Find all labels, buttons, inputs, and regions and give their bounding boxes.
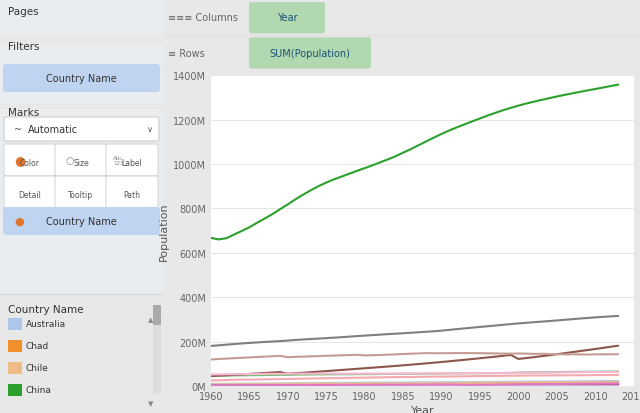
Text: Automatic: Automatic xyxy=(28,125,78,135)
Text: Detail: Detail xyxy=(19,190,42,199)
Bar xyxy=(8,384,22,396)
Bar xyxy=(8,340,22,352)
Text: Australia: Australia xyxy=(26,320,66,329)
FancyBboxPatch shape xyxy=(4,118,159,142)
Text: ≡ Rows: ≡ Rows xyxy=(168,49,205,59)
Text: ●: ● xyxy=(14,216,24,226)
Text: Path: Path xyxy=(124,190,141,199)
Text: ●: ● xyxy=(14,154,25,167)
Text: ○: ○ xyxy=(65,156,74,166)
Bar xyxy=(0,0,163,38)
FancyBboxPatch shape xyxy=(153,313,161,394)
Text: Pages: Pages xyxy=(8,7,38,17)
FancyBboxPatch shape xyxy=(249,3,325,34)
Bar xyxy=(0,45,163,105)
Text: China: China xyxy=(26,386,52,394)
Text: Chad: Chad xyxy=(26,342,49,351)
Text: Label: Label xyxy=(122,159,142,168)
Text: Chile: Chile xyxy=(26,363,49,373)
Text: ▼: ▼ xyxy=(148,400,154,406)
Bar xyxy=(0,110,163,294)
FancyBboxPatch shape xyxy=(4,145,56,177)
FancyBboxPatch shape xyxy=(3,207,160,235)
Text: Country Name: Country Name xyxy=(45,74,116,84)
FancyBboxPatch shape xyxy=(55,145,107,177)
Y-axis label: Population: Population xyxy=(159,202,169,260)
FancyBboxPatch shape xyxy=(55,177,107,209)
Text: Country Name: Country Name xyxy=(8,304,83,314)
Text: SUM(Population): SUM(Population) xyxy=(269,49,351,59)
Text: ▲: ▲ xyxy=(148,316,154,322)
Text: Tooltip: Tooltip xyxy=(68,190,93,199)
Text: Size: Size xyxy=(73,159,89,168)
FancyBboxPatch shape xyxy=(106,145,158,177)
Text: ∨: ∨ xyxy=(147,125,153,134)
FancyBboxPatch shape xyxy=(153,305,161,325)
Bar xyxy=(8,362,22,374)
FancyBboxPatch shape xyxy=(249,38,371,69)
Text: Country Name: Country Name xyxy=(45,216,116,226)
Text: ≡≡≡ Columns: ≡≡≡ Columns xyxy=(168,13,238,23)
Bar xyxy=(8,318,22,330)
Text: Color: Color xyxy=(20,159,40,168)
FancyBboxPatch shape xyxy=(4,177,56,209)
FancyBboxPatch shape xyxy=(3,65,160,93)
X-axis label: Year: Year xyxy=(410,405,434,413)
Text: Marks: Marks xyxy=(8,108,39,118)
FancyBboxPatch shape xyxy=(106,177,158,209)
Text: Filters: Filters xyxy=(8,42,40,52)
Text: ~: ~ xyxy=(14,125,22,135)
Text: Year: Year xyxy=(276,13,298,23)
Text: Abc
123: Abc 123 xyxy=(113,156,124,166)
